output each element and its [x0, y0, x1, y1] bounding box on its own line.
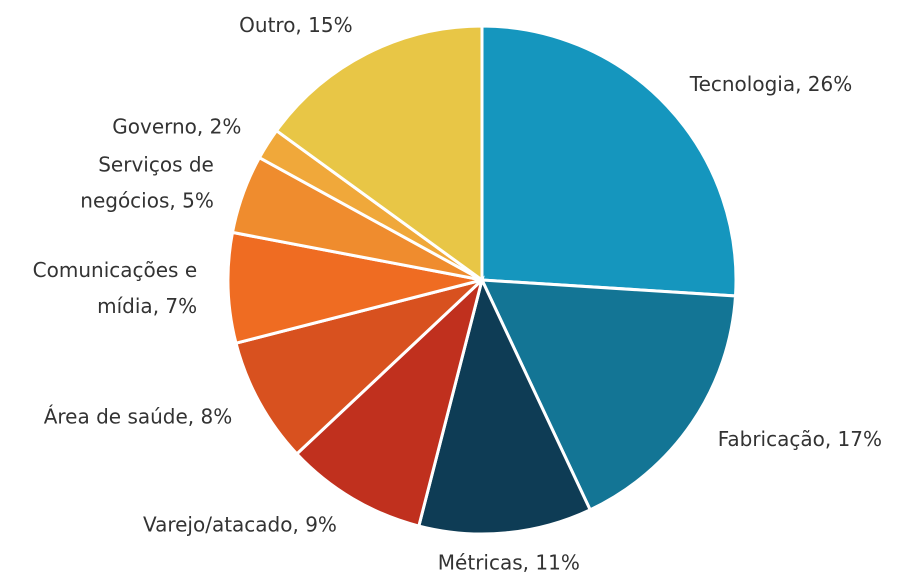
slice-label: Governo, 2% — [112, 114, 241, 138]
pie-slice — [417, 275, 593, 536]
slice-label: Métricas, 11% — [438, 550, 580, 574]
pie-slice — [294, 275, 485, 528]
pie-slice — [480, 24, 738, 298]
pie-slice — [234, 278, 484, 456]
slice-label: Fabricação, 17% — [718, 427, 882, 451]
slice-label: Varejo/atacado, 9% — [143, 512, 337, 536]
slice-label: Outro, 15% — [239, 13, 352, 37]
pie-slice — [226, 230, 483, 345]
slice-label: Serviços de negócios, 5% — [80, 152, 214, 212]
slice-label: Área de saúde, 8% — [44, 404, 233, 428]
pie-slice — [274, 24, 484, 283]
slice-label: Comunicações e mídia, 7% — [33, 257, 197, 317]
slice-label: Tecnologia, 26% — [689, 71, 853, 95]
pie-slice — [479, 278, 738, 512]
